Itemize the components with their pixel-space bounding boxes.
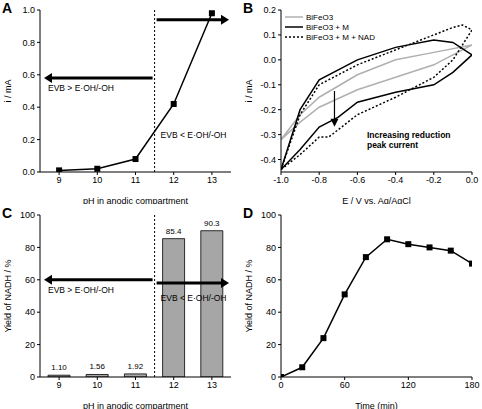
svg-text:0: 0 [271, 372, 276, 382]
svg-text:0: 0 [278, 380, 283, 390]
svg-text:0.8: 0.8 [22, 38, 35, 48]
svg-text:0.2: 0.2 [22, 135, 35, 145]
svg-text:180: 180 [464, 380, 479, 390]
svg-text:13: 13 [207, 175, 217, 185]
svg-text:0.6: 0.6 [22, 70, 35, 80]
svg-text:i / mA: i / mA [244, 79, 254, 102]
html-text:B: B [243, 0, 254, 16]
svg-text:-0.4: -0.4 [260, 155, 276, 165]
svg-text:80: 80 [266, 243, 276, 253]
svg-text:40: 40 [25, 307, 35, 317]
svg-text:11: 11 [131, 380, 140, 390]
svg-text:-0.8: -0.8 [311, 175, 327, 185]
svg-text:-0.2: -0.2 [260, 105, 276, 115]
svg-text:Yield of NADH / %: Yield of NADH / % [244, 259, 254, 332]
svg-text:10: 10 [92, 380, 102, 390]
svg-text:-1.0: -1.0 [273, 175, 289, 185]
svg-text:-0.3: -0.3 [260, 130, 276, 140]
svg-text:0.4: 0.4 [22, 102, 35, 112]
svg-text:-0.2: -0.2 [426, 175, 442, 185]
svg-text:0.0: 0.0 [263, 55, 276, 65]
html-text:D: D [243, 205, 254, 221]
svg-text:0.2: 0.2 [263, 5, 276, 15]
html-text:Increasing reduction peak curr: Increasing reduction peak current [366, 129, 451, 150]
svg-text:120: 120 [401, 380, 416, 390]
svg-text:60: 60 [340, 380, 350, 390]
svg-text:60: 60 [25, 275, 35, 285]
svg-text:Yield of NADH / %: Yield of NADH / % [3, 259, 13, 332]
svg-text:0.1: 0.1 [263, 30, 276, 40]
html-text:EVB > E·OH/-OH: EVB > E·OH/-OH [48, 284, 114, 295]
html-text:EVB < E·OH/-OH: EVB < E·OH/-OH [160, 292, 227, 303]
svg-text:0.0: 0.0 [466, 175, 479, 185]
svg-text:11: 11 [131, 175, 140, 185]
svg-text:1.92: 1.92 [128, 362, 144, 371]
svg-text:20: 20 [266, 340, 276, 350]
svg-text:20: 20 [25, 340, 35, 350]
svg-text:12: 12 [169, 380, 179, 390]
svg-text:-0.1: -0.1 [260, 80, 276, 90]
svg-text:pH in anodic compartment: pH in anodic compartment [83, 401, 189, 409]
html-text:BiFeO3 + M + NAD: BiFeO3 + M + NAD [306, 32, 375, 42]
svg-text:85.4: 85.4 [166, 227, 182, 236]
svg-text:1.0: 1.0 [22, 5, 35, 15]
svg-text:E / V vs. Ag/AgCl: E / V vs. Ag/AgCl [342, 196, 411, 204]
html-text:EVB < E·OH/-OH: EVB < E·OH/-OH [160, 129, 227, 140]
html-text:C: C [2, 205, 13, 221]
svg-text:10: 10 [92, 175, 102, 185]
svg-text:40: 40 [266, 307, 276, 317]
html-text:BiFeO3 + M: BiFeO3 + M [306, 22, 349, 32]
svg-text:0.0: 0.0 [22, 167, 35, 177]
svg-text:9: 9 [57, 175, 62, 185]
html-text:EVB > E·OH/-OH: EVB > E·OH/-OH [48, 83, 114, 93]
svg-text:12: 12 [169, 175, 179, 185]
svg-text:-0.4: -0.4 [388, 175, 404, 185]
svg-text:1.56: 1.56 [89, 362, 105, 371]
html-text:BiFeO3: BiFeO3 [306, 12, 334, 22]
svg-text:9: 9 [57, 380, 62, 390]
svg-text:100: 100 [20, 210, 35, 220]
svg-text:Time (min): Time (min) [355, 401, 398, 409]
svg-text:90.3: 90.3 [204, 219, 220, 228]
svg-text:0: 0 [30, 372, 35, 382]
svg-text:-0.6: -0.6 [350, 175, 366, 185]
svg-text:13: 13 [207, 380, 217, 390]
html-text:A: A [2, 0, 13, 16]
svg-text:1.10: 1.10 [51, 363, 67, 372]
svg-text:60: 60 [266, 275, 276, 285]
svg-text:pH in anodic compartment: pH in anodic compartment [83, 196, 189, 204]
svg-text:100: 100 [261, 210, 276, 220]
svg-text:80: 80 [25, 243, 35, 253]
svg-text:i / mA: i / mA [3, 79, 13, 102]
